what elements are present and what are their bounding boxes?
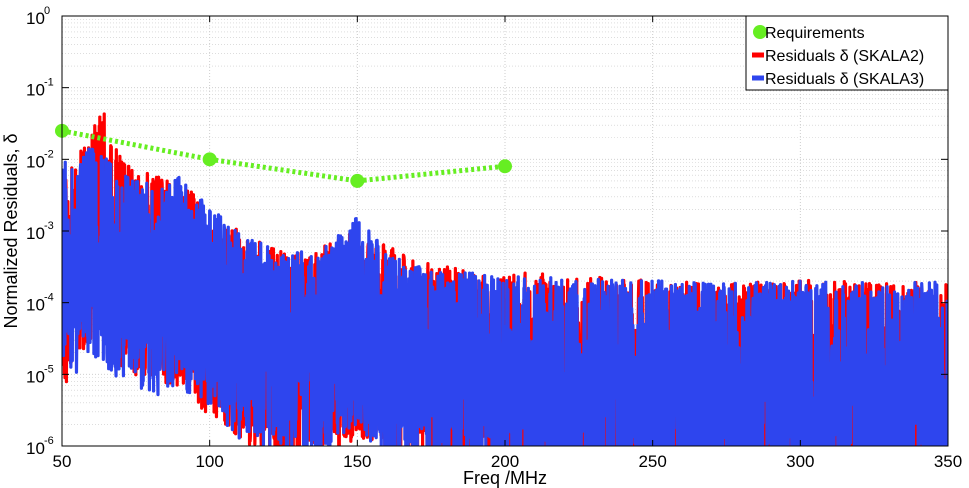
x-tick-label: 50 [53, 452, 72, 471]
legend-label: Requirements [765, 25, 865, 42]
y-tick-label: 10 -5 [26, 363, 54, 386]
x-tick-label: 100 [195, 452, 223, 471]
svg-text:-1: -1 [44, 77, 54, 89]
requirements-line [61, 128, 506, 184]
svg-text:-6: -6 [44, 435, 54, 447]
y-tick-label: 10 0 [26, 5, 50, 28]
svg-text:10: 10 [26, 439, 45, 458]
svg-text:10: 10 [26, 367, 45, 386]
legend: Requirements Residuals δ (SKALA2) Residual… [745, 15, 949, 91]
svg-text:-2: -2 [44, 148, 54, 160]
requirements-point [498, 159, 512, 174]
requirements-point [202, 152, 217, 167]
x-axis-label: Freq /MHz [463, 468, 547, 488]
x-tick-label: 150 [343, 452, 371, 471]
y-tick-label: 10 -3 [26, 220, 54, 243]
legend-label: Residuals δ (SKALA2) [765, 48, 924, 65]
svg-text:10: 10 [26, 224, 45, 243]
x-tick-label: 200 [491, 452, 519, 471]
x-tick-label: 250 [638, 452, 666, 471]
tick-labels: 50 100 150 200 250 300 35010-610-510-410-310-2… [26, 5, 962, 471]
legend-label: Residuals δ (SKALA3) [765, 71, 924, 88]
svg-text:10: 10 [26, 81, 45, 100]
y-tick-label: 10 -4 [26, 292, 54, 315]
y-tick-label: 10 -6 [26, 435, 54, 458]
svg-text:10: 10 [26, 152, 45, 171]
x-tick-label: 300 [786, 452, 814, 471]
legend-marker [753, 25, 767, 39]
svg-text:-5: -5 [44, 363, 54, 375]
y-axis-label: Normalized Residuals, δ [1, 133, 21, 328]
svg-text:10: 10 [26, 296, 45, 315]
series-line [62, 147, 948, 446]
svg-text:-3: -3 [44, 220, 54, 232]
y-tick-label: 10 -1 [26, 77, 54, 100]
legend-box [745, 15, 949, 91]
y-tick-label: 10 -2 [26, 148, 54, 171]
svg-text:0: 0 [44, 5, 50, 17]
svg-text:10: 10 [26, 9, 45, 28]
requirements-point [350, 173, 365, 188]
x-tick-label: 350 [934, 452, 962, 471]
svg-text:-4: -4 [44, 292, 54, 304]
